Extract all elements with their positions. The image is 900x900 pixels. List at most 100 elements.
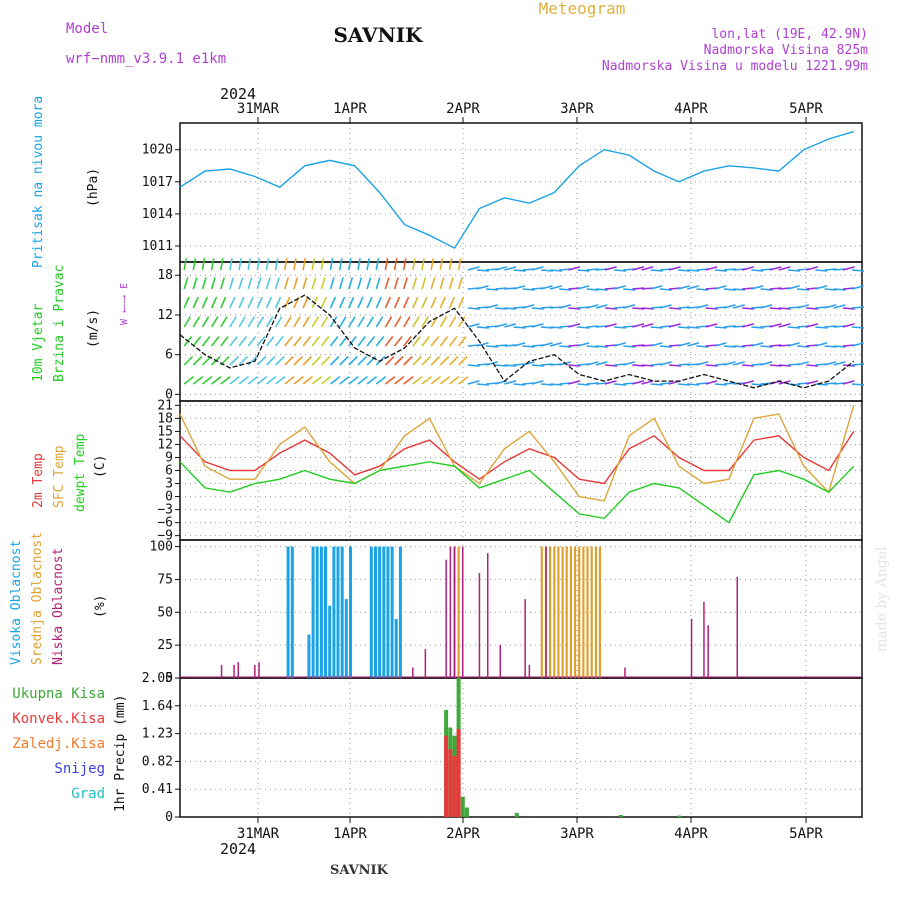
wind-arrow	[384, 355, 395, 366]
wind-arrow	[220, 296, 227, 309]
wind-arrow	[329, 277, 335, 290]
wind-arrow	[403, 375, 414, 385]
wind-arrow	[339, 375, 350, 385]
wind-arrow	[513, 269, 526, 272]
wind-arrow	[348, 277, 354, 290]
wind-arrow	[220, 277, 226, 290]
wind-arrow	[486, 288, 499, 291]
wind-arrow	[256, 355, 267, 366]
wind-arrow	[201, 258, 206, 271]
wind-arrow	[448, 258, 453, 271]
wind-arrow	[824, 304, 837, 309]
wind-arrow	[412, 316, 420, 328]
wind-arrow	[320, 258, 325, 271]
wind-arrow	[256, 277, 262, 290]
wind-arrow	[687, 383, 700, 386]
cloud-bar	[394, 618, 398, 678]
panel-cloud: 100 75 50 25 0	[150, 539, 863, 686]
wind-arrow	[614, 326, 627, 329]
wind-arrow	[274, 316, 283, 328]
wind-arrow	[183, 258, 187, 271]
cloud-bar	[586, 546, 589, 678]
wind-arrow	[338, 277, 344, 290]
wind-arrow	[540, 285, 553, 290]
wind-arrow	[439, 277, 445, 290]
wind-arrow	[760, 345, 773, 348]
wind-arrow	[421, 336, 431, 347]
wind-arrow	[247, 355, 258, 366]
wind-arrow	[330, 375, 341, 385]
wind-arrow	[265, 277, 271, 290]
wind-arrow	[357, 277, 363, 290]
wind-arrow	[714, 383, 727, 386]
wind-arrow	[696, 288, 709, 291]
precip-bar	[460, 796, 465, 817]
wind-arrow	[851, 306, 865, 309]
wind-arrow	[833, 304, 846, 309]
wind-arrow	[329, 336, 339, 347]
precip-bar	[448, 749, 453, 817]
wind-arrow	[815, 342, 828, 347]
wind-arrow	[457, 296, 465, 309]
wind-arrow	[742, 364, 755, 367]
wind-arrow	[677, 342, 691, 347]
wind-arrow	[430, 296, 437, 309]
wind-arrow	[357, 258, 361, 271]
wind-arrow	[696, 304, 709, 309]
y-tick-label: 25	[157, 638, 173, 653]
wind-arrow	[192, 258, 197, 271]
wind-arrow	[614, 383, 627, 386]
wind-arrow	[806, 323, 819, 328]
wind-arrow	[650, 285, 663, 290]
wind-arrow	[650, 269, 663, 272]
wind-arrow	[687, 326, 700, 329]
y-tick-label: −6	[157, 516, 173, 531]
wind-arrow	[577, 326, 590, 329]
wind-arrow	[366, 375, 378, 385]
wind-arrow	[842, 323, 855, 328]
wind-arrow	[430, 375, 442, 385]
wind-speed-line	[179, 294, 855, 389]
cloud-label-2: Srednja Oblacnost	[30, 532, 45, 665]
wind-arrow	[430, 355, 441, 366]
wind-arrow	[677, 285, 691, 290]
wind-arrow	[366, 316, 374, 328]
wind-arrow	[439, 336, 449, 347]
wind-arrow	[266, 375, 277, 385]
wind-arrow	[787, 269, 800, 272]
wind-arrow	[833, 345, 846, 348]
wind-arrow	[402, 277, 408, 290]
cloud-bar	[374, 546, 377, 678]
wind-arrow	[796, 304, 809, 309]
wind-arrow	[284, 296, 291, 309]
wind-arrow	[559, 345, 572, 348]
wind-arrow	[284, 355, 294, 366]
wind-arrow	[531, 364, 544, 367]
wind-arrow	[412, 336, 421, 347]
cloud-bar	[499, 645, 501, 678]
wind-arrow	[458, 375, 469, 385]
wind-arrow	[430, 258, 435, 271]
cloud-bar	[233, 664, 235, 678]
y-tick-label: 1017	[142, 175, 173, 190]
footer-station: SAVNIK	[330, 863, 389, 878]
wind-arrow	[265, 355, 276, 366]
cloud-bar	[412, 667, 414, 678]
wind-arrow	[732, 361, 745, 366]
y-tick-label: 100	[150, 540, 173, 555]
wind-arrow	[229, 375, 240, 385]
wind-arrow	[421, 355, 432, 366]
cloud-bar	[328, 605, 332, 678]
day-label-bottom: 31MAR	[237, 826, 280, 842]
cloud-bar	[487, 553, 489, 678]
wind-arrow	[714, 342, 727, 347]
y-tick-label: 1014	[142, 207, 173, 222]
wind-arrow	[504, 323, 517, 328]
day-label-top: 1APR	[333, 101, 367, 117]
y-tick-label: 6	[165, 348, 173, 363]
top-year: 2024	[220, 85, 256, 103]
wind-arrow	[778, 266, 791, 271]
cloud-bar	[382, 546, 386, 678]
wind-arrow	[513, 326, 526, 329]
